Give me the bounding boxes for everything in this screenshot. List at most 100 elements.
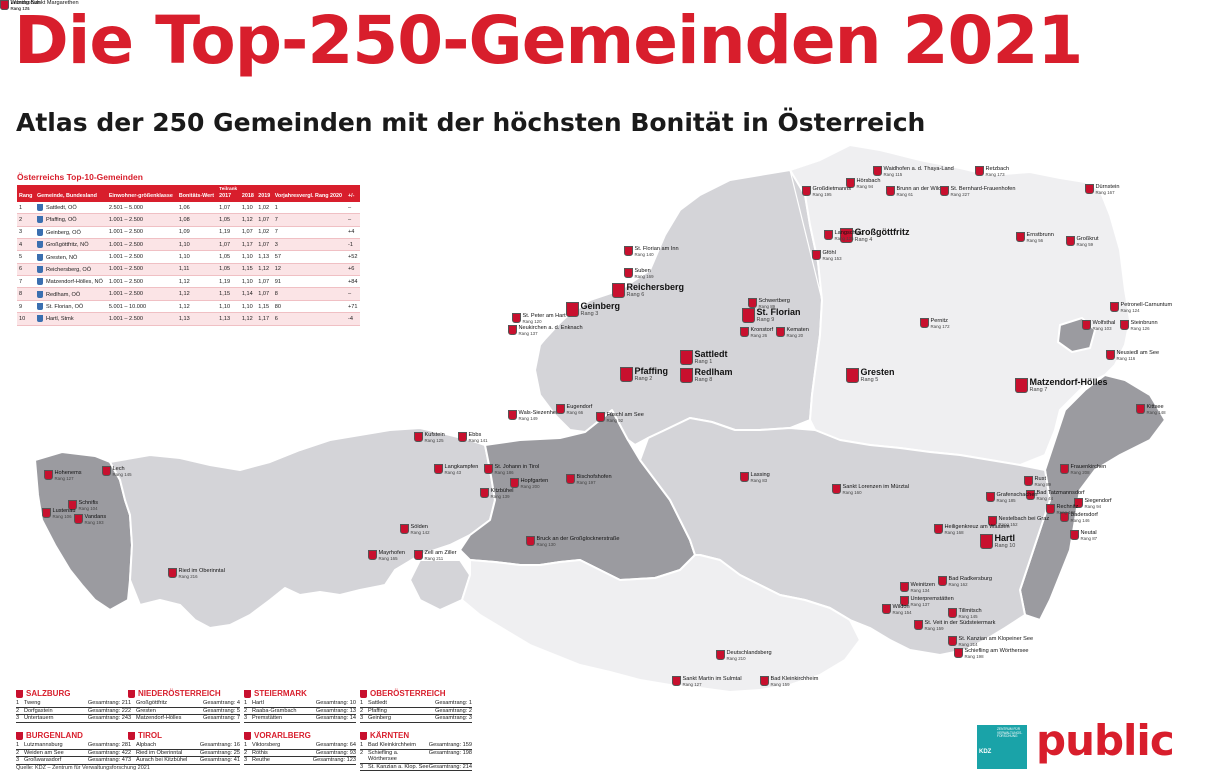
map-place[interactable]: Zell am Ziller Rang 211 xyxy=(414,550,457,561)
map-place[interactable]: Petronell-Carnuntum Rang 124 xyxy=(1110,302,1172,313)
map-place[interactable]: Bad Tatzmannsdorf Rang 44 xyxy=(1026,490,1085,501)
map-place[interactable]: Gföhl Rang 153 xyxy=(812,250,842,261)
cell-y2018: 1,10 xyxy=(239,201,257,215)
crest-icon xyxy=(620,367,633,382)
map-place[interactable]: Kematen Rang 20 xyxy=(776,327,809,338)
map-place[interactable]: Dürnstein Rang 167 xyxy=(1085,184,1119,195)
map-place[interactable]: St. Florian Rang 9 xyxy=(742,308,801,323)
map-place[interactable]: St. Bernhard-Frauenhofen Rang 227 xyxy=(940,186,1016,197)
map-place[interactable]: Bischofshofen Rang 197 xyxy=(566,474,612,485)
map-place[interactable]: Vandans Rang 193 xyxy=(74,514,106,525)
map-place[interactable]: Steinbrunn Rang 126 xyxy=(1120,320,1158,331)
map-place[interactable]: Bad Radkersburg Rang 162 xyxy=(938,576,992,587)
map-place[interactable]: Hohenems Rang 127 xyxy=(44,470,82,481)
map-place[interactable]: Grafenschachen Rang 185 xyxy=(986,492,1038,503)
map-place[interactable]: Weinitzen Rang 134 xyxy=(900,582,935,593)
map-place[interactable]: Bruck an der Großglocknerstraße Rang 130 xyxy=(526,536,620,547)
map-place[interactable]: Kronstorf Rang 26 xyxy=(740,327,773,338)
map-place[interactable]: Großgöttfritz Rang 4 xyxy=(840,228,909,243)
map-place[interactable]: St. Veit in der Südsteiermark Rang 159 xyxy=(914,620,995,631)
map-place[interactable]: St. Johann in Tirol Rang 186 xyxy=(484,464,539,475)
map-place[interactable]: Geinberg Rang 3 xyxy=(566,302,620,317)
map-place[interactable]: Kitzbühel Rang 139 xyxy=(480,488,514,499)
map-place[interactable]: Hopfgarten Rang 200 xyxy=(510,478,548,489)
map-place[interactable]: Redlham Rang 8 xyxy=(680,368,733,383)
legend-heading: STEIERMARK xyxy=(244,689,356,698)
map-place[interactable]: Heiligenkreuz am Waasen Rang 168 xyxy=(934,524,1010,535)
map-place[interactable]: Neukirchen a. d. Enknach Rang 137 xyxy=(508,325,583,336)
map-place[interactable]: Waidhofen a. d. Thaya-Land Rang 115 xyxy=(873,166,954,177)
map-place[interactable]: Badersdorf Rang 146 xyxy=(1060,512,1098,523)
map-place[interactable]: Kufstein Rang 125 xyxy=(414,432,445,443)
map-place[interactable]: Tillmitsch Rang 145 xyxy=(948,608,982,619)
map-place[interactable]: Matzendorf-Hölles Rang 7 xyxy=(1015,378,1108,393)
cell-rang: 9 xyxy=(17,300,35,314)
map-place[interactable]: Schiefling am Wörthersee Rang 198 xyxy=(954,648,1029,659)
map-place[interactable]: Siegendorf Rang 94 xyxy=(1074,498,1112,509)
legend-row: 2 Gresten Gesamtrang: 5 xyxy=(128,707,240,716)
map-place[interactable]: St. Kanzian am Klopeiner See Rang 214 xyxy=(948,636,1033,647)
map-place[interactable]: Wildon Rang 154 xyxy=(882,604,912,615)
map-place[interactable]: Pfaffing Rang 2 xyxy=(620,367,668,382)
map-place[interactable]: Fuschl am See Rang 92 xyxy=(596,412,644,423)
map-place[interactable]: Eugendorf Rang 66 xyxy=(556,404,592,415)
crest-icon xyxy=(672,676,681,686)
map-place[interactable]: Lustenau Rang 106 xyxy=(42,508,76,519)
map-place[interactable]: Schwertberg Rang 89 xyxy=(748,298,790,309)
map-place[interactable]: Langkampfen Rang 43 xyxy=(434,464,478,475)
map-place[interactable]: Nestelbach bei Graz Rang 152 xyxy=(988,516,1049,527)
crest-icon xyxy=(16,689,23,698)
map-place[interactable]: Pernitz Rang 172 xyxy=(920,318,950,329)
legend-block: OBERÖSTERREICH 1 Sattledt Gesamtrang: 1 2 Pfa… xyxy=(360,689,472,723)
map-place[interactable]: Sölden Rang 142 xyxy=(400,524,430,535)
crest-icon xyxy=(360,689,367,698)
map-place[interactable]: St. Peter am Hart Rang 120 xyxy=(512,313,566,324)
crest-icon xyxy=(36,278,43,286)
map-place[interactable]: Hartl Rang 10 xyxy=(980,534,1015,549)
map-place[interactable]: Wolfsthal Rang 103 xyxy=(1082,320,1115,331)
map-place[interactable]: Langschlag Rang 135 xyxy=(824,230,863,241)
map-place[interactable]: Suben Rang 169 xyxy=(624,268,654,279)
map-place[interactable]: Unterpremstätten Rang 137 xyxy=(900,596,954,607)
map-place[interactable]: Bad Kleinkirchheim Rang 159 xyxy=(760,676,818,687)
map-place[interactable]: Neusiedl am See Rang 116 xyxy=(1106,350,1159,361)
map-place[interactable]: Brunn an der Wild Rang 61 xyxy=(886,186,941,197)
crest-icon xyxy=(128,731,135,740)
legend-row: 1 Lutzmannsburg Gesamtrang: 28 xyxy=(16,742,128,750)
crest-icon xyxy=(1026,490,1035,500)
cell-vorjahr: 1 xyxy=(272,201,347,215)
map-place[interactable]: Lech Rang 145 xyxy=(102,466,132,477)
map-place[interactable]: Großdietmanns Rang 195 xyxy=(802,186,851,197)
map-place[interactable]: Gresten Rang 5 xyxy=(846,368,895,383)
map-place[interactable]: Großkrut Rang 59 xyxy=(1066,236,1099,247)
map-place[interactable]: Mayrhofen Rang 165 xyxy=(368,550,405,561)
map-place[interactable]: Sankt Lorenzen im Mürztal Rang 160 xyxy=(832,484,909,495)
page-title: Die Top-250-Gemeinden 2021 xyxy=(14,2,1083,79)
map-place[interactable]: Sankt Martin im Sulmtal Rang 127 xyxy=(672,676,742,687)
map-place[interactable]: St. Florian am Inn Rang 140 xyxy=(624,246,679,257)
map-place[interactable]: Retzbach Rang 173 xyxy=(975,166,1009,177)
cell-vorjahr: 91 xyxy=(272,275,347,289)
map-place[interactable]: Neutal Rang 87 xyxy=(1070,530,1097,541)
map-place[interactable]: Kittsee Rang 148 xyxy=(1136,404,1166,415)
map-place[interactable]: Hörsbach Rang 94 xyxy=(846,178,880,189)
map-place[interactable]: Lassing Rang 83 xyxy=(740,472,770,483)
cell-diff: – xyxy=(346,213,360,227)
map-place[interactable]: Schnifis Rang 104 xyxy=(68,500,98,511)
map-place[interactable]: Sattledt Rang 1 xyxy=(680,350,728,365)
map-place[interactable]: Frauenkirchen Rang 208 xyxy=(1060,464,1106,475)
map-place[interactable]: Reichersberg Rang 6 xyxy=(612,283,684,298)
crest-icon xyxy=(1060,512,1069,522)
map-place[interactable]: Rechnitz Rang 102 xyxy=(1046,504,1078,515)
map-place[interactable]: Rust Rang 89 xyxy=(1024,476,1051,487)
crest-icon xyxy=(1085,184,1094,194)
cell-wert: 1,06 xyxy=(176,201,218,215)
map-place[interactable]: Ebbs Rang 141 xyxy=(458,432,488,443)
map-place[interactable]: Ried im Oberinntal Rang 216 xyxy=(168,568,225,579)
col-rang: Rang xyxy=(17,185,35,202)
map-place[interactable]: Ernstbrunn Rang 56 xyxy=(1016,232,1054,243)
crest-icon xyxy=(1046,504,1055,514)
map-place[interactable]: Deutschlandsberg Rang 210 xyxy=(716,650,772,661)
map-place[interactable]: Wundschuh Rang 176 xyxy=(0,0,40,11)
map-place[interactable]: Wals-Siezenheim Rang 149 xyxy=(508,410,562,421)
